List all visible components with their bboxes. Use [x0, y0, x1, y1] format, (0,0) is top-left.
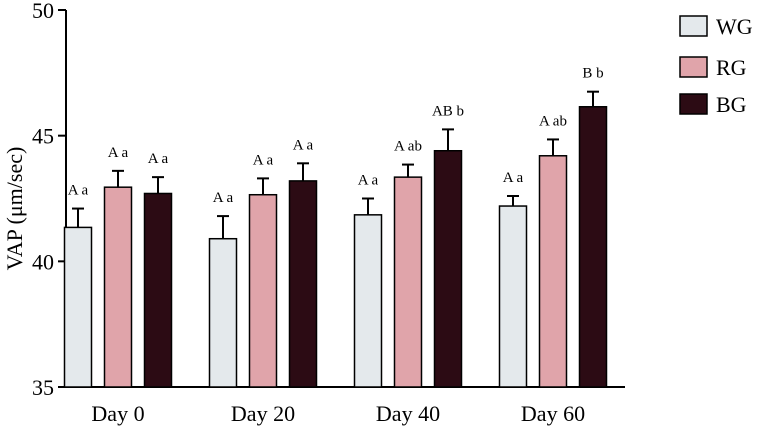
y-axis-ticks: 35 40 45 50: [32, 0, 66, 400]
significance-label: A a: [213, 190, 234, 206]
bar-rg: [103, 186, 133, 388]
bars: A a A a A a A a A a A a A a A ab AB b A a A ab B b: [63, 66, 608, 388]
significance-label: A a: [293, 137, 314, 153]
x-category-label: Day 0: [91, 401, 144, 426]
legend-label-bg: BG: [716, 92, 747, 117]
significance-label: A a: [148, 151, 169, 167]
significance-label: AB b: [432, 103, 464, 119]
bar-rg: [248, 193, 278, 388]
bar-wg: [353, 214, 383, 388]
significance-label: A a: [253, 152, 274, 168]
x-category-label: Day 60: [521, 401, 585, 426]
y-tick-label: 50: [32, 0, 54, 23]
bar-wg: [498, 205, 528, 388]
bar-wg: [63, 226, 93, 388]
legend: WG RG BG: [679, 14, 753, 117]
significance-label: A a: [68, 183, 89, 199]
significance-label: A ab: [539, 113, 567, 129]
legend-label-rg: RG: [716, 55, 747, 80]
x-axis-categories: Day 0 Day 20 Day 40 Day 60: [91, 401, 585, 426]
legend-swatch-rg: [679, 56, 708, 78]
significance-label: B b: [582, 66, 603, 82]
y-tick-label: 45: [32, 124, 54, 149]
bar-bg: [143, 192, 173, 388]
bar-rg: [393, 176, 423, 388]
bar-bg: [433, 149, 463, 388]
bar-wg: [208, 237, 238, 388]
significance-label: A ab: [394, 139, 422, 155]
significance-label: A a: [503, 170, 524, 186]
bar-bg: [578, 106, 608, 388]
y-axis-label: VAP (μm/sec): [2, 147, 27, 271]
legend-swatch-bg: [679, 93, 708, 115]
bar-rg: [538, 155, 568, 388]
bar-bg: [288, 180, 318, 388]
significance-label: A a: [108, 145, 129, 161]
significance-label: A a: [358, 173, 379, 189]
legend-swatch-wg: [679, 15, 708, 37]
y-tick-label: 40: [32, 249, 54, 274]
legend-label-wg: WG: [716, 14, 753, 39]
x-category-label: Day 40: [376, 401, 440, 426]
y-tick-label: 35: [32, 375, 54, 400]
x-category-label: Day 20: [231, 401, 295, 426]
